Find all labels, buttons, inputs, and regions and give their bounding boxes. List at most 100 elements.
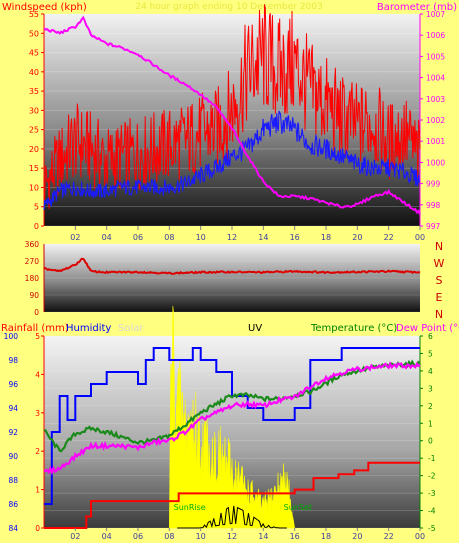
barometer-tick-label: 1004 bbox=[426, 74, 445, 83]
direction-tick-label: 180 bbox=[25, 274, 40, 283]
chart-title: 24 hour graph ending 10 December 2003 bbox=[135, 2, 322, 12]
humidity-tick-label: 98 bbox=[8, 356, 18, 365]
hour-tick-label: 04 bbox=[102, 532, 112, 541]
hour-tick-label: 20 bbox=[352, 233, 362, 242]
rain-tick-label: 4 bbox=[35, 370, 40, 379]
hour-tick-label: 14 bbox=[258, 233, 268, 242]
hour-tick-label: 16 bbox=[290, 532, 300, 541]
hour-tick-label: 20 bbox=[352, 532, 362, 541]
temp-tick-label: 0 bbox=[428, 437, 433, 446]
wind-tick-label: 55 bbox=[29, 10, 39, 19]
direction-tick-label: 360 bbox=[25, 240, 40, 249]
temp-tick-label: -5 bbox=[428, 524, 436, 533]
temperature-line bbox=[43, 359, 421, 453]
wind-tick-label: 30 bbox=[29, 106, 39, 115]
legend-dew-point: Dew Point (°C) bbox=[396, 323, 459, 334]
rain-tick-label: 5 bbox=[35, 332, 40, 341]
barometer-line bbox=[43, 15, 421, 215]
humidity-tick-label: 96 bbox=[8, 380, 18, 389]
wind-tick-label: 50 bbox=[29, 29, 39, 38]
wind-direction-line bbox=[43, 257, 421, 276]
average-wind-line bbox=[43, 110, 421, 210]
uv-line bbox=[177, 505, 287, 529]
barometer-axis-label: Barometer (mb) bbox=[377, 2, 457, 13]
hour-tick-label: 22 bbox=[384, 532, 394, 541]
hour-tick-label: 10 bbox=[196, 532, 206, 541]
barometer-tick-label: 1007 bbox=[426, 10, 445, 19]
humidity-tick-label: 100 bbox=[4, 332, 19, 341]
hour-tick-label: 00 bbox=[415, 532, 425, 541]
humidity-tick-label: 88 bbox=[8, 476, 18, 485]
legend-uv: UV bbox=[248, 323, 262, 334]
wind-tick-label: 15 bbox=[29, 164, 39, 173]
humidity-tick-label: 90 bbox=[8, 452, 18, 461]
compass-label: E bbox=[436, 291, 443, 304]
wind-tick-label: 25 bbox=[29, 126, 39, 135]
temp-tick-label: -4 bbox=[428, 507, 436, 516]
compass-label: S bbox=[436, 274, 443, 287]
compass-label: W bbox=[434, 257, 445, 270]
hour-tick-label: 02 bbox=[70, 233, 80, 242]
humidity-tick-label: 84 bbox=[8, 524, 18, 533]
barometer-tick-label: 997 bbox=[426, 222, 441, 231]
rain-tick-label: 3 bbox=[35, 409, 40, 418]
compass-label: N bbox=[435, 308, 443, 321]
hour-tick-label: 08 bbox=[164, 233, 174, 242]
hour-tick-label: 18 bbox=[321, 233, 331, 242]
legend-solar: Solar bbox=[118, 323, 144, 334]
wind-speed-line bbox=[43, 4, 421, 209]
rain-tick-label: 2 bbox=[35, 447, 40, 456]
temp-tick-label: 2 bbox=[428, 402, 433, 411]
hour-tick-label: 16 bbox=[290, 233, 300, 242]
barometer-tick-label: 1000 bbox=[426, 158, 445, 167]
humidity-line bbox=[44, 347, 420, 505]
barometer-tick-label: 1002 bbox=[426, 116, 445, 125]
direction-tick-label: 0 bbox=[34, 308, 39, 317]
dew-point-line bbox=[43, 361, 421, 476]
temp-tick-label: 4 bbox=[428, 367, 433, 376]
barometer-tick-label: 1005 bbox=[426, 52, 445, 61]
direction-plot-area bbox=[44, 244, 420, 312]
compass-label: N bbox=[435, 240, 443, 253]
sunrise-label: SunRise bbox=[174, 503, 206, 512]
temp-tick-label: -2 bbox=[428, 472, 436, 481]
humidity-tick-label: 92 bbox=[8, 428, 18, 437]
barometer-tick-label: 1003 bbox=[426, 95, 445, 104]
hour-tick-label: 12 bbox=[227, 233, 237, 242]
legend-rainfall: Rainfall (mm) bbox=[1, 323, 69, 334]
rain-tick-label: 0 bbox=[35, 524, 40, 533]
hour-tick-label: 14 bbox=[258, 532, 268, 541]
wind-tick-label: 35 bbox=[29, 87, 39, 96]
hour-tick-label: 08 bbox=[164, 532, 174, 541]
barometer-tick-label: 998 bbox=[426, 201, 441, 210]
temp-tick-label: 1 bbox=[428, 419, 433, 428]
temp-tick-label: 5 bbox=[428, 349, 433, 358]
temp-tick-label: 6 bbox=[428, 332, 433, 341]
wind-tick-label: 5 bbox=[34, 203, 39, 212]
hour-tick-label: 18 bbox=[321, 532, 331, 541]
hour-tick-label: 00 bbox=[415, 233, 425, 242]
humidity-tick-label: 86 bbox=[8, 500, 18, 509]
wind-tick-label: 40 bbox=[29, 68, 39, 77]
rainfall-line bbox=[44, 461, 420, 529]
barometer-tick-label: 999 bbox=[426, 180, 441, 189]
wind-tick-label: 20 bbox=[29, 145, 39, 154]
barometer-tick-label: 1001 bbox=[426, 137, 445, 146]
hour-tick-label: 22 bbox=[384, 233, 394, 242]
wind-tick-label: 10 bbox=[29, 183, 39, 192]
rain-tick-label: 1 bbox=[35, 486, 40, 495]
temp-tick-label: -1 bbox=[428, 454, 436, 463]
wind-tick-label: 45 bbox=[29, 49, 39, 58]
temp-tick-label: -3 bbox=[428, 489, 436, 498]
hour-tick-label: 06 bbox=[133, 233, 143, 242]
barometer-tick-label: 1006 bbox=[426, 31, 445, 40]
hour-tick-label: 12 bbox=[227, 532, 237, 541]
hour-tick-label: 10 bbox=[196, 233, 206, 242]
hour-tick-label: 02 bbox=[70, 532, 80, 541]
windspeed-axis-label: Windspeed (kph) bbox=[2, 2, 87, 13]
sunset-label: SunSet bbox=[284, 503, 312, 512]
direction-tick-label: 90 bbox=[29, 291, 39, 300]
legend-humidity: Humidity bbox=[66, 323, 111, 334]
hour-tick-label: 06 bbox=[133, 532, 143, 541]
